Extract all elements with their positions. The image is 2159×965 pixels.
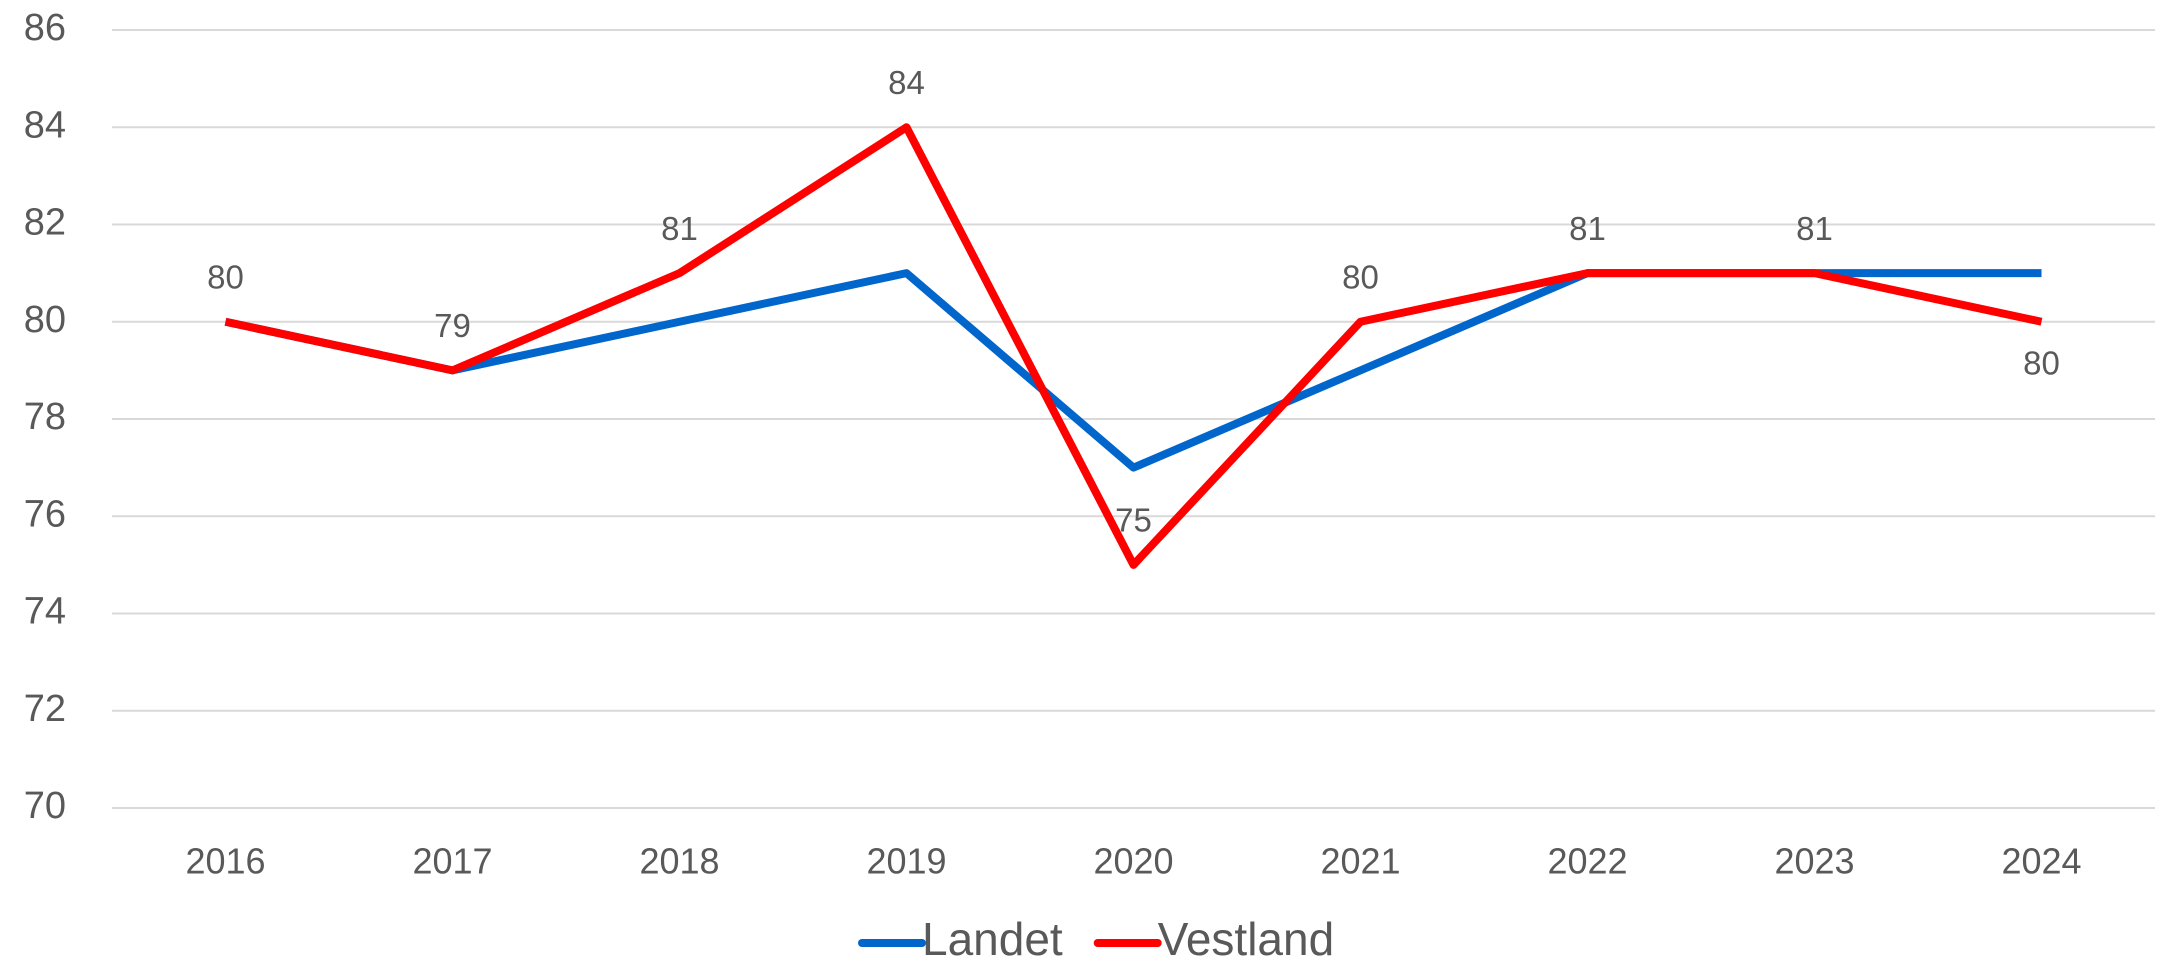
data-label: 81 bbox=[661, 210, 698, 247]
x-tick-label: 2017 bbox=[412, 841, 492, 882]
y-tick-label: 70 bbox=[24, 785, 66, 827]
data-label: 79 bbox=[434, 307, 471, 344]
data-label: 80 bbox=[1342, 258, 1379, 295]
data-label: 80 bbox=[207, 258, 244, 295]
x-tick-label: 2019 bbox=[866, 841, 946, 882]
x-tick-label: 2021 bbox=[1320, 841, 1400, 882]
x-tick-label: 2022 bbox=[1547, 841, 1627, 882]
y-tick-label: 78 bbox=[24, 396, 66, 438]
series-line bbox=[224, 123, 2043, 569]
y-tick-label: 80 bbox=[24, 299, 66, 341]
x-tick-label: 2020 bbox=[1093, 841, 1173, 882]
y-tick-label: 72 bbox=[24, 688, 66, 730]
data-label: 81 bbox=[1796, 210, 1833, 247]
data-label: 81 bbox=[1569, 210, 1606, 247]
series-line bbox=[224, 269, 2042, 472]
data-label: 75 bbox=[1115, 502, 1152, 539]
legend-label: Vestland bbox=[1158, 913, 1334, 965]
x-tick-label: 2024 bbox=[2001, 841, 2081, 882]
legend-label: Landet bbox=[922, 913, 1063, 965]
data-label: 84 bbox=[888, 64, 925, 101]
data-label: 80 bbox=[2023, 344, 2060, 381]
y-tick-label: 76 bbox=[24, 493, 66, 535]
x-tick-label: 2023 bbox=[1774, 841, 1854, 882]
y-tick-label: 74 bbox=[24, 591, 66, 633]
y-tick-label: 84 bbox=[24, 104, 66, 146]
y-tick-label: 82 bbox=[24, 202, 66, 244]
x-tick-label: 2018 bbox=[639, 841, 719, 882]
x-tick-label: 2016 bbox=[185, 841, 265, 882]
y-tick-label: 86 bbox=[24, 7, 66, 49]
